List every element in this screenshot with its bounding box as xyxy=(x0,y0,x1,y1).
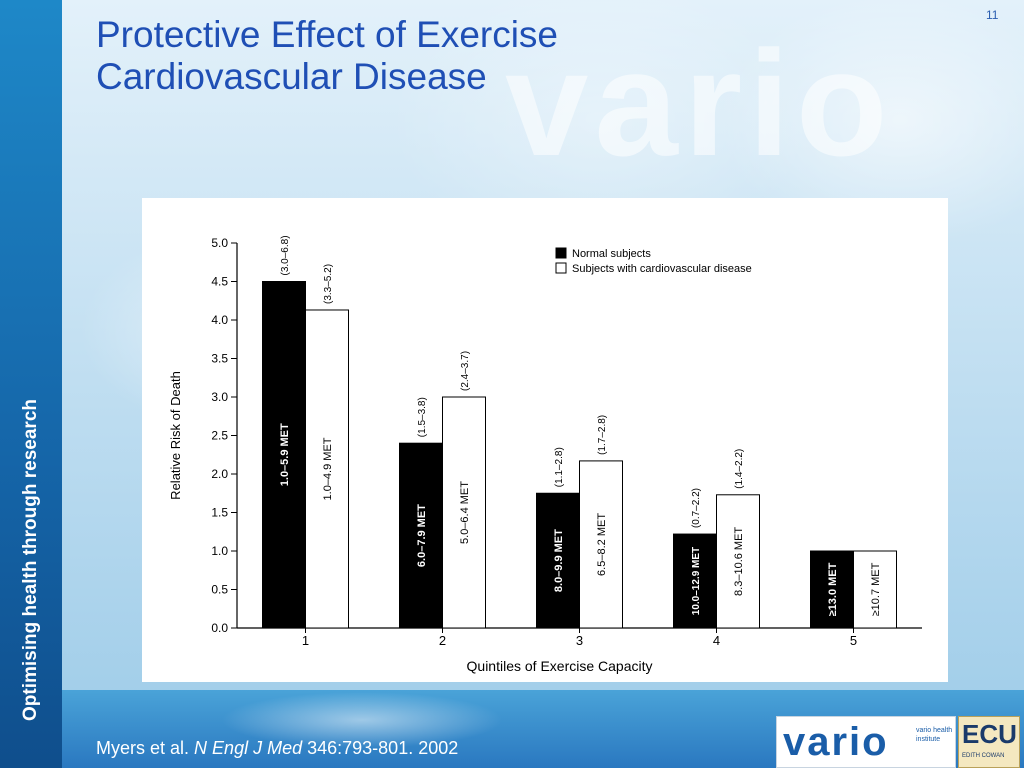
bar-chart: 0.0 0.5 1.0 1.5 2.0 2.5 3.0 3.5 4.0 4.5 5.0 Relativ… xyxy=(168,235,922,674)
citation-ref: 346:793-801. 2002 xyxy=(307,738,459,758)
legend-label-normal: Normal subjects xyxy=(572,248,651,260)
x-tick-label: 3 xyxy=(576,633,583,648)
bar-met-label: 6.0–7.9 MET xyxy=(416,504,428,567)
slide-title-line2: Cardiovascular Disease xyxy=(96,56,487,97)
bar-met-label: 8.0–9.9 MET xyxy=(553,529,565,592)
page-number: 11 xyxy=(986,8,999,22)
y-tick-label: 4.0 xyxy=(211,313,228,327)
y-tick-label: 5.0 xyxy=(211,236,228,250)
legend-swatch-cvd xyxy=(555,262,567,274)
bar-cvd xyxy=(716,494,760,629)
sidebar-slogan: Optimising health through research xyxy=(20,399,41,721)
slide-title-line1: Protective Effect of Exercise xyxy=(96,14,559,55)
chart-panel: 0.0 0.5 1.0 1.5 2.0 2.5 3.0 3.5 4.0 4.5 5.0 Relativ… xyxy=(142,198,948,682)
x-axis-label: Quintiles of Exercise Capacity xyxy=(467,658,653,674)
bar-ci-label: (1.7–2.8) xyxy=(597,415,608,455)
x-tick-label: 4 xyxy=(713,633,720,648)
bar-ci-label: (1.1–2.8) xyxy=(554,447,565,487)
citation-authors: Myers et al. xyxy=(96,738,190,758)
bar-normal xyxy=(810,550,854,629)
bar-normal xyxy=(673,533,717,629)
bar-met-label: 1.0–5.9 MET xyxy=(279,423,291,486)
vario-watermark: vario xyxy=(505,19,894,187)
legend-label-cvd: Subjects with cardiovascular disease xyxy=(572,263,752,275)
y-tick-label: 4.5 xyxy=(211,275,228,289)
y-tick-label: 1.5 xyxy=(211,506,228,520)
ecu-logo-word: ECU xyxy=(962,719,1017,749)
bar-ci-label: (1.4–2.2) xyxy=(734,449,745,489)
vario-logo-word: vario xyxy=(783,720,889,764)
bar-met-label: 8.3–10.6 MET xyxy=(733,527,745,596)
x-tick-label: 5 xyxy=(850,633,857,648)
citation: Myers et al. N Engl J Med 346:793-801. 2… xyxy=(96,738,458,759)
y-tick-label: 1.0 xyxy=(211,544,228,558)
y-tick-label: 0.5 xyxy=(211,583,228,597)
bar-ci-label: (3.0–6.8) xyxy=(280,235,291,275)
bar-cvd xyxy=(442,396,486,629)
bar-met-label: ≥10.7 MET xyxy=(870,562,882,616)
sidebar-band: Optimising health through research xyxy=(0,0,62,768)
bar-ci-label: (0.7–2.2) xyxy=(691,488,702,528)
y-tick-label: 3.5 xyxy=(211,352,228,366)
y-axis-label: Relative Risk of Death xyxy=(168,371,183,500)
y-tick-label: 2.0 xyxy=(211,467,228,481)
bar-cvd xyxy=(853,550,897,629)
bar-met-label: ≥13.0 MET xyxy=(827,562,839,616)
bar-normal xyxy=(399,442,443,629)
bar-ci-label: (3.3–5.2) xyxy=(323,264,334,304)
bar-ci-label: (1.5–3.8) xyxy=(417,397,428,437)
bar-met-label: 6.5–8.2 MET xyxy=(596,513,608,576)
bar-cvd xyxy=(305,309,349,629)
bar-met-label: 10.0–12.9 MET xyxy=(691,547,702,615)
bar-normal xyxy=(262,281,306,629)
vario-logo: vario vario health institute xyxy=(776,716,956,768)
legend-swatch-normal xyxy=(555,247,567,259)
citation-journal: N Engl J Med xyxy=(194,738,303,758)
x-tick-label: 2 xyxy=(439,633,446,648)
y-tick-label: 3.0 xyxy=(211,390,228,404)
bar-cvd xyxy=(579,460,623,629)
slide-title: Protective Effect of Exercise Cardiovasc… xyxy=(96,14,558,98)
bar-ci-label: (2.4–3.7) xyxy=(460,351,471,391)
y-tick-label: 2.5 xyxy=(211,429,228,443)
vario-logo-subtitle: vario health institute xyxy=(916,727,953,743)
bar-met-label: 1.0–4.9 MET xyxy=(322,437,334,500)
ecu-logo: ECU EDITH COWAN xyxy=(958,716,1020,768)
y-tick-label: 0.0 xyxy=(211,621,228,635)
ecu-logo-subtitle: EDITH COWAN xyxy=(962,753,1005,759)
x-tick-label: 1 xyxy=(302,633,309,648)
bar-met-label: 5.0–6.4 MET xyxy=(459,481,471,544)
